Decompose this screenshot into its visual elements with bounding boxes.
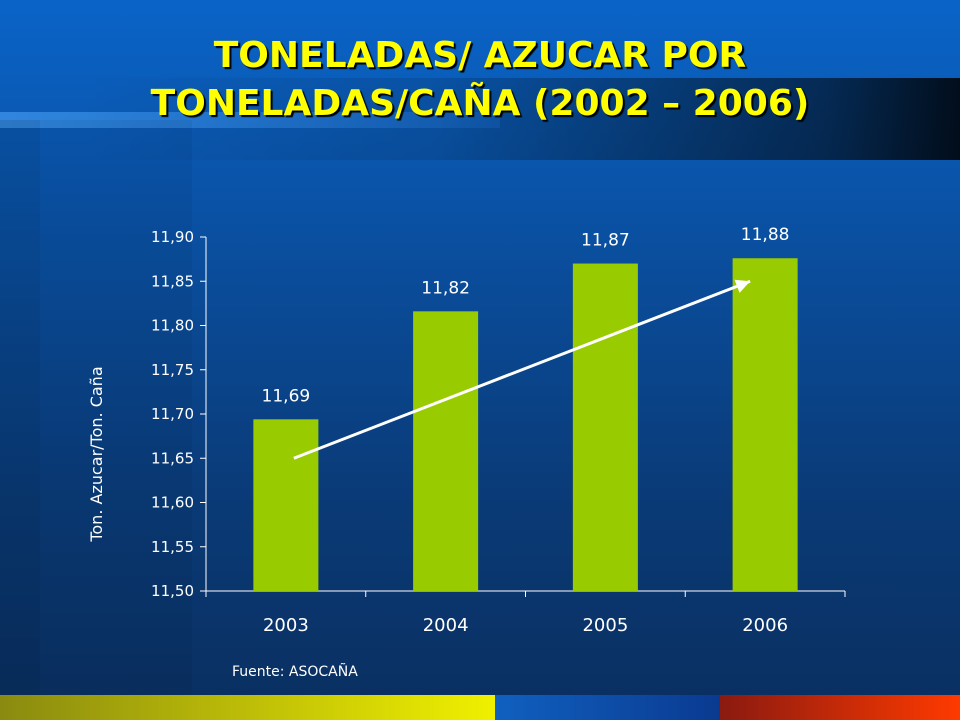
source-note: Fuente: ASOCAÑA [232,664,358,680]
y-tick-label: 11,80 [151,317,194,335]
y-tick-label: 11,55 [151,538,194,556]
bar [732,258,798,591]
bar-value-label: 11,87 [581,231,630,251]
y-tick-label: 11,50 [151,582,194,600]
left-inner-panel [40,120,192,695]
bar [572,263,638,591]
bar [253,419,319,591]
y-tick-label: 11,90 [151,228,194,246]
trend-arrow-head [734,279,751,293]
strip-blue [495,695,720,720]
y-tick-label: 11,75 [151,361,194,379]
x-axis: 2003 2004 2005 2006 [205,590,846,636]
title-line-1: TONELADAS/ AZUCAR POR [213,35,747,76]
slide-title: TONELADAS/ AZUCAR POR TONELADAS/CAÑA (20… [40,32,920,128]
bars [253,258,798,591]
bottom-color-strip [0,695,960,720]
x-tick-label: 2003 [263,615,309,636]
x-tick-label: 2005 [582,615,628,636]
title-line-2: TONELADAS/CAÑA (2002 – 2006) [150,83,810,124]
trend-arrow-line [293,279,751,460]
y-tick-label: 11,65 [151,449,194,467]
left-margin-panel [0,120,40,695]
bar-value-label: 11,88 [741,225,790,245]
y-tick-label: 11,70 [151,405,194,423]
x-tick-label: 2006 [742,615,788,636]
strip-red [720,695,960,720]
accent-band [0,112,500,128]
x-tick-label: 2004 [423,615,469,636]
y-tick-label: 11,60 [151,494,194,512]
trend-arrow [293,279,751,460]
y-tick-label: 11,85 [151,272,194,290]
bar-value-label: 11,82 [421,278,470,298]
y-axis: 11,50 11,55 11,60 11,65 11,70 11,75 11,80 11,85… [151,228,207,600]
bar [413,311,479,591]
bar-value-label: 11,69 [262,386,311,406]
strip-yellow [0,695,495,720]
data-labels: 11,69 11,82 11,87 11,88 [262,225,790,406]
y-axis-label: Ton. Azucar/Ton. Caña [87,366,106,542]
